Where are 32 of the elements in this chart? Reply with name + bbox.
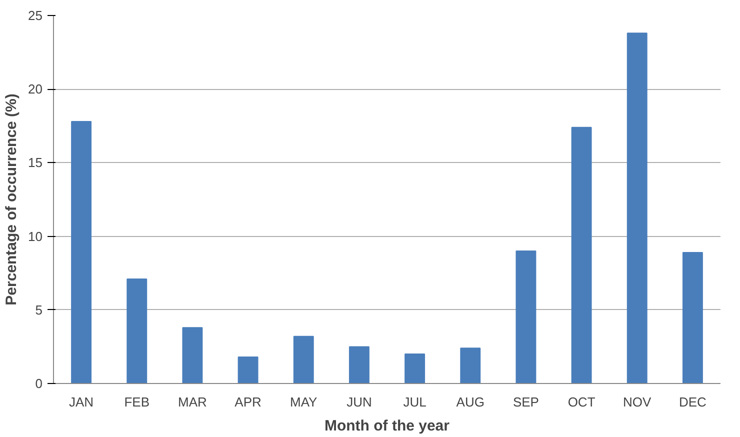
y-tick-label: 20 [28,82,43,97]
bar [682,252,703,384]
x-tick-label: DEC [678,394,706,410]
bar [516,250,536,384]
x-tick-label: JAN [69,394,94,410]
y-tick-label: 0 [35,376,43,391]
x-tick-label: APR [234,394,262,410]
bar [71,120,92,384]
y-axis-title: Percentage of occurrence (%) [3,94,20,306]
y-tick-label: 25 [28,8,43,23]
bar [626,32,648,384]
bar [293,336,314,384]
x-tick-label: MAY [290,394,318,410]
y-tick-label: 15 [28,155,43,170]
x-axis-title: Month of the year [324,418,450,434]
bar [238,356,258,384]
x-tick-label: NOV [623,394,652,410]
bar [460,348,481,384]
x-tick-label: JUL [403,394,426,410]
bar [182,327,203,384]
x-tick-label: SEP [512,394,539,410]
x-tick-label: JUN [346,394,372,410]
y-tick-label: 5 [35,302,43,318]
x-tick-label: FEB [124,394,150,410]
x-tick-label: AUG [456,394,484,410]
bar [404,354,426,384]
y-tick-label: 10 [28,228,43,244]
x-tick-label: OCT [568,394,596,410]
bar [571,126,592,384]
bar [348,346,370,384]
bar [126,278,148,384]
x-tick-label: MAR [178,394,207,410]
